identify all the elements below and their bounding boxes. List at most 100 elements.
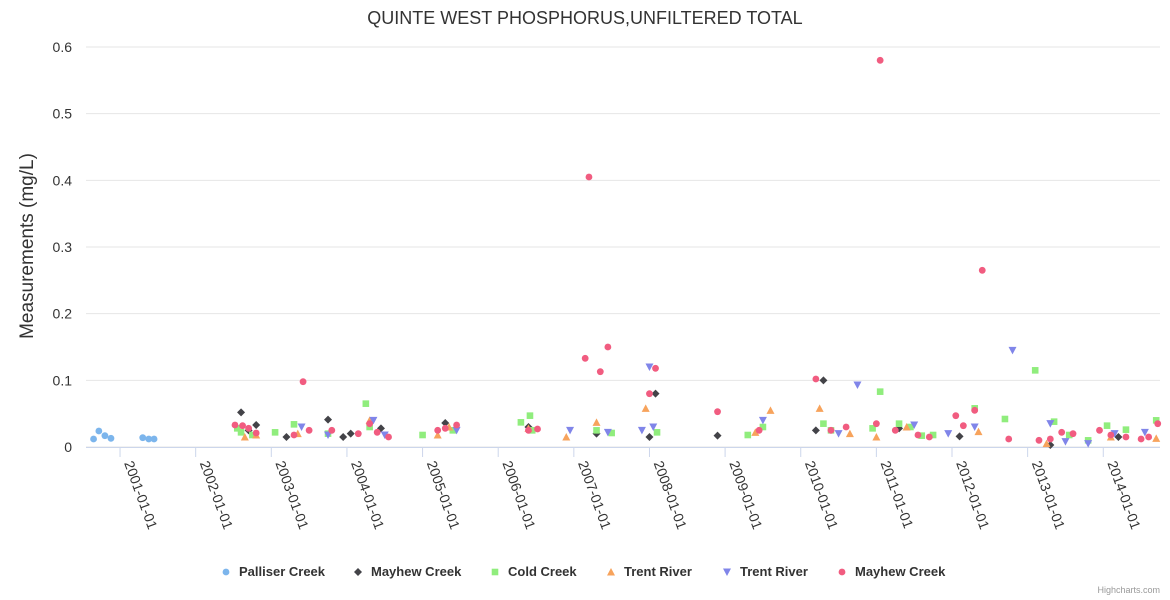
data-point[interactable] — [237, 429, 245, 436]
data-point[interactable] — [751, 428, 760, 436]
data-point[interactable] — [1046, 435, 1054, 443]
legend-symbol[interactable] — [723, 568, 731, 577]
data-point[interactable] — [566, 426, 575, 435]
data-point[interactable] — [1031, 367, 1039, 374]
data-point[interactable] — [651, 389, 660, 398]
data-point[interactable] — [842, 423, 850, 431]
data-point[interactable] — [1061, 438, 1070, 446]
data-point[interactable] — [339, 433, 348, 441]
data-point[interactable] — [891, 426, 899, 434]
legend-symbol[interactable] — [354, 568, 362, 576]
data-point[interactable] — [1050, 418, 1058, 425]
legend-item[interactable]: Mayhew Creek — [354, 564, 462, 579]
data-point[interactable] — [239, 422, 246, 430]
data-point[interactable] — [755, 426, 763, 434]
legend[interactable]: Palliser Creek Mayhew Creek Cold Creek Tren… — [222, 564, 946, 579]
data-point[interactable] — [645, 433, 654, 441]
legend-symbol[interactable] — [607, 568, 615, 576]
data-point[interactable] — [812, 375, 820, 383]
data-point[interactable] — [978, 266, 986, 274]
data-point[interactable] — [1137, 435, 1145, 443]
data-point[interactable] — [815, 404, 824, 412]
data-point[interactable] — [453, 421, 461, 429]
data-point[interactable] — [876, 388, 884, 395]
data-point[interactable] — [90, 435, 97, 443]
data-point[interactable] — [1069, 430, 1077, 438]
data-point[interactable] — [585, 173, 593, 181]
data-point[interactable] — [596, 368, 604, 376]
data-point[interactable] — [245, 424, 253, 432]
data-point[interactable] — [918, 432, 926, 439]
data-point[interactable] — [959, 422, 967, 430]
data-point[interactable] — [380, 431, 389, 440]
data-point[interactable] — [872, 420, 880, 428]
data-point[interactable] — [914, 431, 922, 439]
data-point[interactable] — [1058, 428, 1066, 436]
data-point[interactable] — [362, 400, 370, 407]
data-point[interactable] — [231, 421, 239, 429]
data-point[interactable] — [145, 435, 153, 443]
data-point[interactable] — [1046, 420, 1055, 428]
data-point[interactable] — [902, 423, 911, 431]
data-point[interactable] — [366, 420, 374, 428]
data-point[interactable] — [95, 427, 103, 435]
data-point[interactable] — [1114, 433, 1123, 441]
data-point[interactable] — [297, 423, 306, 432]
data-point[interactable] — [452, 426, 461, 435]
data-point[interactable] — [593, 427, 600, 434]
data-point[interactable] — [766, 406, 775, 414]
data-point[interactable] — [845, 429, 854, 438]
data-point[interactable] — [1008, 346, 1017, 355]
data-point[interactable] — [1065, 431, 1073, 439]
data-point[interactable] — [324, 431, 333, 440]
data-point[interactable] — [581, 354, 589, 362]
data-point[interactable] — [1110, 430, 1119, 438]
legend-item[interactable]: Trent River — [723, 564, 808, 579]
data-point[interactable] — [354, 430, 362, 438]
data-point[interactable] — [907, 423, 914, 431]
data-point[interactable] — [101, 432, 109, 440]
data-point[interactable] — [853, 381, 862, 390]
data-point[interactable] — [970, 423, 979, 432]
data-point[interactable] — [1122, 426, 1130, 433]
data-point[interactable] — [653, 429, 661, 436]
data-point[interactable] — [441, 419, 450, 427]
data-point[interactable] — [649, 423, 658, 432]
data-point[interactable] — [271, 429, 279, 436]
credits-link[interactable]: Highcharts.com — [1097, 585, 1160, 595]
data-point[interactable] — [1084, 440, 1093, 448]
data-point[interactable] — [433, 431, 442, 439]
data-point[interactable] — [652, 364, 659, 372]
data-point[interactable] — [1122, 433, 1130, 441]
data-point[interactable] — [1042, 439, 1051, 448]
data-point[interactable] — [910, 421, 919, 430]
data-point[interactable] — [811, 426, 820, 435]
data-point[interactable] — [1145, 433, 1153, 441]
data-point[interactable] — [759, 423, 767, 431]
data-point[interactable] — [1001, 415, 1009, 423]
legend-symbol[interactable] — [491, 568, 499, 576]
data-point[interactable] — [240, 433, 249, 441]
data-point[interactable] — [419, 431, 426, 439]
data-point[interactable] — [434, 426, 442, 434]
data-point[interactable] — [955, 432, 964, 441]
data-point[interactable] — [646, 390, 653, 398]
data-point[interactable] — [1154, 420, 1162, 428]
data-point[interactable] — [249, 431, 256, 439]
data-point[interactable] — [713, 431, 722, 440]
data-point[interactable] — [834, 430, 843, 438]
data-point[interactable] — [872, 433, 881, 441]
legend-symbol[interactable] — [838, 568, 846, 576]
data-point[interactable] — [637, 426, 646, 435]
data-point[interactable] — [744, 431, 752, 439]
data-point[interactable] — [369, 416, 378, 425]
data-point[interactable] — [233, 425, 241, 432]
data-point[interactable] — [525, 426, 532, 434]
data-point[interactable] — [641, 404, 650, 412]
data-point[interactable] — [299, 378, 307, 386]
data-point[interactable] — [895, 420, 903, 427]
legend-item[interactable]: Cold Creek — [491, 564, 578, 579]
data-point[interactable] — [758, 416, 767, 425]
data-point[interactable] — [603, 428, 612, 437]
data-point[interactable] — [1140, 428, 1149, 437]
